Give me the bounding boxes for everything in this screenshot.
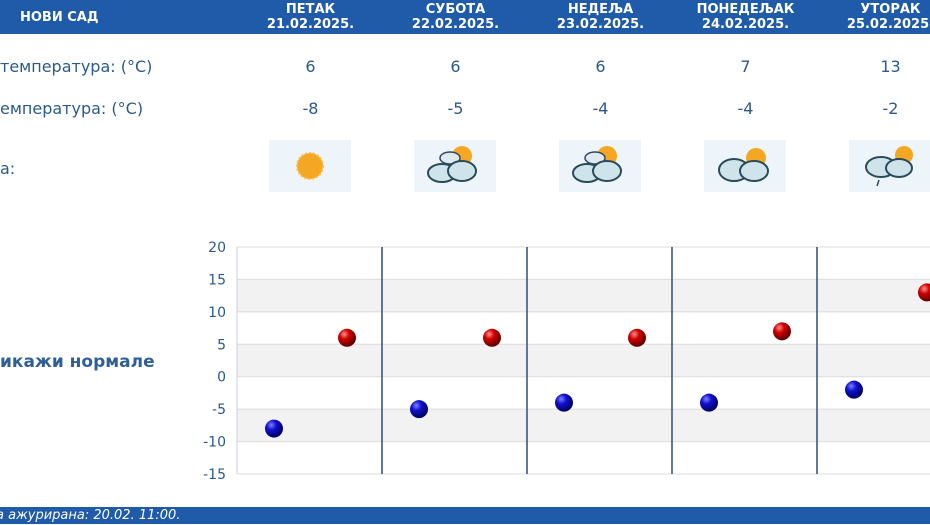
day-date: 25.02.2025. [846, 17, 930, 32]
day-header: ПЕТАК 21.02.2025. [238, 2, 383, 32]
y-tick-label: 15 [208, 272, 226, 288]
cloudy-rain-icon [849, 140, 930, 192]
day-name: УТОРАК [860, 2, 921, 17]
day-date: 24.02.2025. [701, 17, 790, 32]
temperature-chart: 20 15 10 5 0 -5 -10 -15 [203, 240, 930, 483]
max-temp-value: 6 [595, 57, 606, 76]
min-temp-point [410, 400, 428, 419]
max-temp-value: 7 [740, 57, 751, 76]
min-temp-label: емпература: (°C) [0, 99, 144, 118]
min-temp-value: -8 [302, 99, 319, 118]
y-tick-label: 20 [208, 240, 226, 256]
max-temp-point [483, 328, 501, 347]
grid-band [237, 279, 930, 312]
city-name: НОВИ САД [20, 10, 99, 25]
cloudy-sun-icon [704, 140, 786, 192]
min-temp-value: -5 [447, 99, 464, 118]
y-tick-label: 5 [217, 337, 226, 353]
partly-cloudy-icon [559, 140, 641, 192]
day-name: ПОНЕДЕЉАК [696, 2, 795, 17]
min-temp-point [700, 393, 718, 412]
max-temp-label: температура: (°C) [0, 57, 153, 76]
max-temp-value: 6 [305, 57, 316, 76]
last-updated-text: а ажурирана: 20.02. 11:00. [0, 508, 181, 523]
update-footer: а ажурирана: 20.02. 11:00. [0, 507, 930, 524]
min-temp-value: -4 [737, 99, 754, 118]
min-temp-value: -4 [592, 99, 609, 118]
day-name: СУБОТА [425, 2, 486, 17]
day-header: ПОНЕДЕЉАК 24.02.2025. [673, 2, 818, 32]
sunny-icon [269, 140, 351, 192]
day-name: НЕДЕЉА [567, 2, 634, 17]
y-tick-label: 0 [217, 370, 226, 386]
min-temp-point [265, 419, 283, 438]
day-date: 22.02.2025. [411, 17, 500, 32]
max-temp-point [918, 283, 930, 302]
y-tick-label: -5 [212, 402, 226, 418]
max-temp-value: 13 [880, 57, 901, 76]
weather-label: а: [0, 159, 16, 178]
day-date: 21.02.2025. [266, 17, 355, 32]
max-temp-point [338, 328, 356, 347]
day-header: СУБОТА 22.02.2025. [383, 2, 528, 32]
y-tick-label: -10 [203, 435, 226, 451]
min-temp-value: -2 [882, 99, 899, 118]
grid-band [237, 409, 930, 442]
show-normals-link[interactable]: икажи нормале [0, 352, 155, 372]
day-date: 23.02.2025. [556, 17, 645, 32]
partly-cloudy-icon [414, 140, 496, 192]
min-temp-point [845, 380, 863, 399]
day-header: НЕДЕЉА 23.02.2025. [528, 2, 673, 32]
forecast-header: НОВИ САД ПЕТАК 21.02.2025. СУБОТА 22.02.202… [0, 0, 930, 34]
day-header: УТОРАК 25.02.2025. [818, 2, 930, 32]
y-tick-label: 10 [208, 305, 226, 321]
y-tick-label: -15 [203, 467, 226, 483]
grid-band [237, 344, 930, 377]
day-name: ПЕТАК [285, 2, 336, 17]
max-temp-point [628, 328, 646, 347]
max-temp-point [773, 322, 791, 341]
max-temp-value: 6 [450, 57, 461, 76]
min-temp-point [555, 393, 573, 412]
